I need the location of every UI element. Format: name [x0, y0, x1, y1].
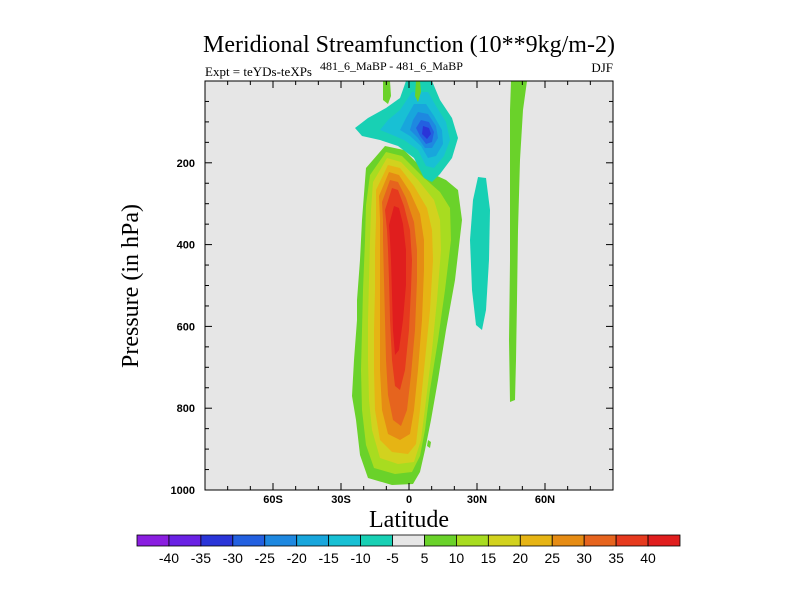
- colorbar-swatch: [232, 534, 266, 547]
- colorbar-swatch: [392, 534, 425, 547]
- colorbar-label: -5: [386, 550, 399, 566]
- colorbar-swatch: [200, 534, 234, 547]
- colorbar-swatch: [487, 534, 521, 547]
- colorbar-swatch: [583, 534, 617, 547]
- colorbar-label: -35: [191, 550, 211, 566]
- colorbar-swatch: [360, 534, 393, 547]
- colorbar-label: -30: [223, 550, 243, 566]
- contour-positive-40: [389, 206, 406, 355]
- colorbar-label: 10: [449, 550, 465, 566]
- colorbar-swatch: [647, 534, 681, 547]
- colorbar-swatch: [424, 534, 457, 547]
- plot-area: 60S 30S 0 30N 60N 200 400 600 800 1000: [171, 80, 614, 506]
- y-tick-label: 1000: [171, 485, 195, 497]
- colorbar-label: -40: [159, 550, 179, 566]
- colorbar-swatch: [551, 534, 585, 547]
- x-tick-label: 0: [406, 494, 412, 506]
- colorbar-label: 30: [576, 550, 592, 566]
- colorbar-swatch: [264, 534, 298, 547]
- y-tick-label: 200: [177, 158, 195, 170]
- contour-field: [352, 81, 527, 485]
- colorbar-swatch: [456, 534, 489, 547]
- contour-small-green-upper: [415, 81, 421, 102]
- contour-positive-strip: [509, 81, 527, 402]
- colorbar-label: 5: [421, 550, 429, 566]
- chart-subtitle-season: DJF: [591, 60, 613, 75]
- x-tick-label: 60S: [263, 494, 283, 506]
- colorbar-swatch: [136, 534, 170, 547]
- colorbar: -40 -35 -30 -25 -20 -15 -10 -5 5 10 15 20 25 30 35 40: [136, 534, 681, 566]
- y-tick-label: 400: [177, 240, 195, 252]
- colorbar-swatch: [615, 534, 649, 547]
- contour-negative-strip: [470, 177, 490, 330]
- chart-subtitle-superscript: 481_6_MaBP - 481_6_MaBP: [320, 59, 463, 73]
- colorbar-swatch: [296, 534, 330, 547]
- colorbar-swatch: [519, 534, 553, 547]
- x-tick-label: 60N: [535, 494, 555, 506]
- colorbar-label: 25: [544, 550, 560, 566]
- colorbar-swatch: [168, 534, 202, 547]
- chart-subtitle-left: Expt = teYDs-teXPs: [205, 64, 312, 79]
- x-tick-label: 30S: [331, 494, 351, 506]
- x-axis-label: Latitude: [369, 507, 449, 533]
- colorbar-label: 20: [513, 550, 529, 566]
- colorbar-label: 40: [640, 550, 656, 566]
- x-tick-label: 30N: [467, 494, 487, 506]
- chart-title: Meridional Streamfunction (10**9kg/m-2): [203, 32, 615, 58]
- y-axis-label: Pressure (in hPa): [118, 204, 144, 368]
- colorbar-label: -20: [287, 550, 307, 566]
- colorbar-label: -15: [319, 550, 339, 566]
- colorbar-label: 35: [608, 550, 624, 566]
- colorbar-swatch: [328, 534, 361, 547]
- axis-ticks: 60S 30S 0 30N 60N 200 400 600 800 1000: [171, 81, 613, 506]
- contour-upper-positive-fringe: [383, 81, 391, 104]
- colorbar-label: 15: [481, 550, 497, 566]
- y-tick-label: 800: [177, 403, 195, 415]
- colorbar-label: -25: [255, 550, 275, 566]
- y-tick-label: 600: [177, 321, 195, 333]
- contour-speck-small: [427, 440, 431, 448]
- colorbar-label: -10: [350, 550, 370, 566]
- contour-negative-30-upper: [422, 126, 431, 139]
